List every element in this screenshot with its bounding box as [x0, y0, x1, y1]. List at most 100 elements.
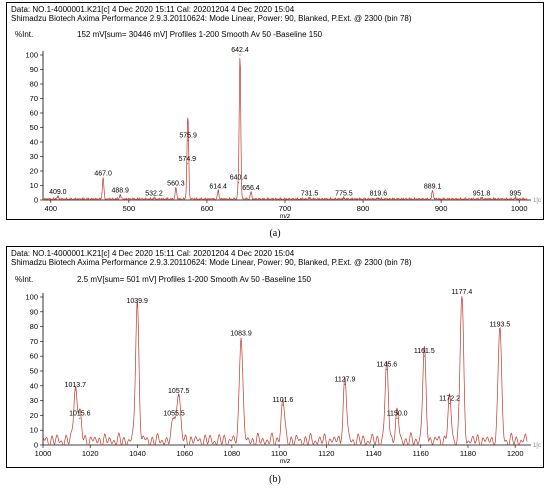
- axis-end-label: 1[c: [533, 198, 541, 204]
- spectrum-panel-b: Data: NO.1-4000001.K21[c] 4 Dec 2020 15:…: [6, 246, 544, 468]
- peak-label: 731.5: [301, 191, 319, 198]
- peak-point: [396, 417, 398, 419]
- peak-label: 1193.5: [489, 322, 510, 329]
- y-tick-label: 100: [25, 51, 38, 60]
- peak-label: 575.9: [179, 133, 197, 140]
- peak-label: 1039.9: [126, 298, 148, 305]
- header-line-1: Data: NO.1-4000001.K21[c] 4 Dec 2020 15:…: [11, 5, 295, 14]
- peak-label: 640.4: [230, 175, 248, 182]
- x-tick-label: 1160: [413, 449, 429, 458]
- peak-label: 1145.6: [376, 362, 397, 369]
- peak-point: [119, 195, 121, 197]
- peak-label: 409.0: [49, 189, 67, 196]
- peak-label: 1013.7: [65, 382, 87, 389]
- y-tick-label: 70: [30, 337, 38, 346]
- y-tick-label: 40: [30, 138, 38, 147]
- profile-info: 152 mV[sum= 30446 mV] Profiles 1-200 Smo…: [77, 30, 323, 39]
- header-line-1: Data: NO.1-4000001.K21[c] 4 Dec 2020 15:…: [11, 249, 295, 258]
- y-tick-label: 10: [30, 426, 38, 435]
- intensity-label: %Int.: [15, 275, 34, 284]
- peak-label: 1177.4: [451, 289, 472, 296]
- peak-point: [102, 177, 104, 179]
- x-tick-label: 1200: [507, 449, 524, 458]
- peak-point: [57, 196, 59, 198]
- x-tick-label: 1060: [176, 449, 193, 458]
- y-tick-label: 70: [30, 94, 38, 103]
- peak-point: [386, 368, 388, 371]
- x-tick-label: 700: [279, 204, 292, 213]
- peak-label: 656.4: [242, 185, 260, 192]
- peak-label: 775.5: [335, 191, 353, 198]
- peak-label: 889.1: [424, 183, 442, 190]
- peak-label: 532.2: [145, 191, 163, 198]
- peak-point: [423, 355, 425, 357]
- x-tick-label: 600: [201, 204, 214, 213]
- peak-point: [186, 163, 188, 165]
- peak-label: 467.0: [94, 170, 112, 177]
- y-tick-label: 80: [30, 80, 38, 89]
- peak-point: [178, 395, 180, 397]
- x-tick-label: 1000: [511, 204, 528, 213]
- peak-label: 951.8: [473, 191, 491, 198]
- peak-label: 1057.5: [168, 388, 190, 395]
- peak-point: [175, 187, 177, 189]
- y-tick-label: 20: [30, 167, 38, 176]
- y-tick-label: 0: [34, 441, 38, 450]
- x-tick-label: 1020: [82, 449, 99, 458]
- x-axis-label: m/z: [280, 458, 291, 465]
- x-tick-label: 1120: [318, 449, 334, 458]
- peak-point: [514, 197, 516, 200]
- peak-point: [217, 190, 219, 192]
- y-tick-label: 100: [25, 293, 38, 302]
- spectrum-chart-a: 0 10 20 30 40 50 60 70 80 90 100 400 500 600 700 800 900…: [25, 47, 541, 220]
- intensity-label: %Int.: [15, 30, 34, 39]
- header-line-2: Shimadzu Biotech Axima Performance 2.9.3…: [11, 14, 412, 23]
- peak-point: [136, 305, 138, 307]
- peak-label: 1055.5: [163, 410, 185, 417]
- peak-label: 819.6: [370, 191, 388, 198]
- y-tick-label: 80: [30, 322, 38, 331]
- y-tick-label: 0: [34, 196, 38, 205]
- peak-label: 560.3: [167, 180, 185, 187]
- y-tick-label: 90: [30, 307, 38, 316]
- spectrum-trace: [42, 58, 528, 201]
- y-tick-label: 40: [30, 381, 38, 390]
- caption-b: (b): [269, 474, 281, 485]
- x-axis-label: m/z: [280, 213, 291, 220]
- y-tick-label: 90: [30, 65, 38, 74]
- peak-point: [74, 389, 76, 391]
- peak-point: [187, 139, 189, 142]
- spectrum-trace: [42, 296, 528, 446]
- x-tick-label: 1140: [365, 449, 381, 458]
- peak-point: [153, 197, 155, 200]
- y-tick-label: 60: [30, 352, 38, 361]
- caption-a: (a): [269, 228, 281, 239]
- peak-point: [344, 383, 346, 385]
- peak-point: [461, 296, 463, 298]
- peak-point: [250, 192, 252, 194]
- x-tick-label: 500: [123, 204, 136, 213]
- peak-point: [240, 337, 242, 340]
- y-tick-label: 50: [30, 367, 38, 376]
- y-tick-label: 30: [30, 152, 38, 161]
- peak-point: [343, 197, 345, 200]
- axis-end-label: 1[c: [533, 443, 541, 449]
- peak-label: 574.9: [179, 156, 197, 163]
- peak-label: 1083.9: [230, 330, 252, 337]
- spectrum-panel-a: Data: NO.1-4000001.K21[c] 4 Dec 2020 15:…: [6, 2, 544, 220]
- peak-label: 1015.6: [69, 410, 91, 417]
- peak-point: [448, 402, 451, 405]
- peak-point: [499, 328, 501, 331]
- x-tick-label: 1080: [224, 449, 241, 458]
- peak-label: 1150.0: [387, 410, 408, 417]
- y-tick-label: 60: [30, 109, 38, 118]
- profile-info: 2.5 mV[sum= 501 mV] Profiles 1-200 Smoot…: [77, 275, 311, 284]
- x-tick-label: 800: [357, 204, 370, 213]
- peak-label: 995: [509, 191, 521, 198]
- y-tick-label: 30: [30, 396, 38, 405]
- peak-point: [308, 197, 311, 200]
- peak-point: [173, 417, 175, 419]
- peak-label: 488.9: [111, 188, 129, 195]
- peak-label: 1172.2: [439, 396, 460, 403]
- x-tick-label: 1180: [460, 449, 476, 458]
